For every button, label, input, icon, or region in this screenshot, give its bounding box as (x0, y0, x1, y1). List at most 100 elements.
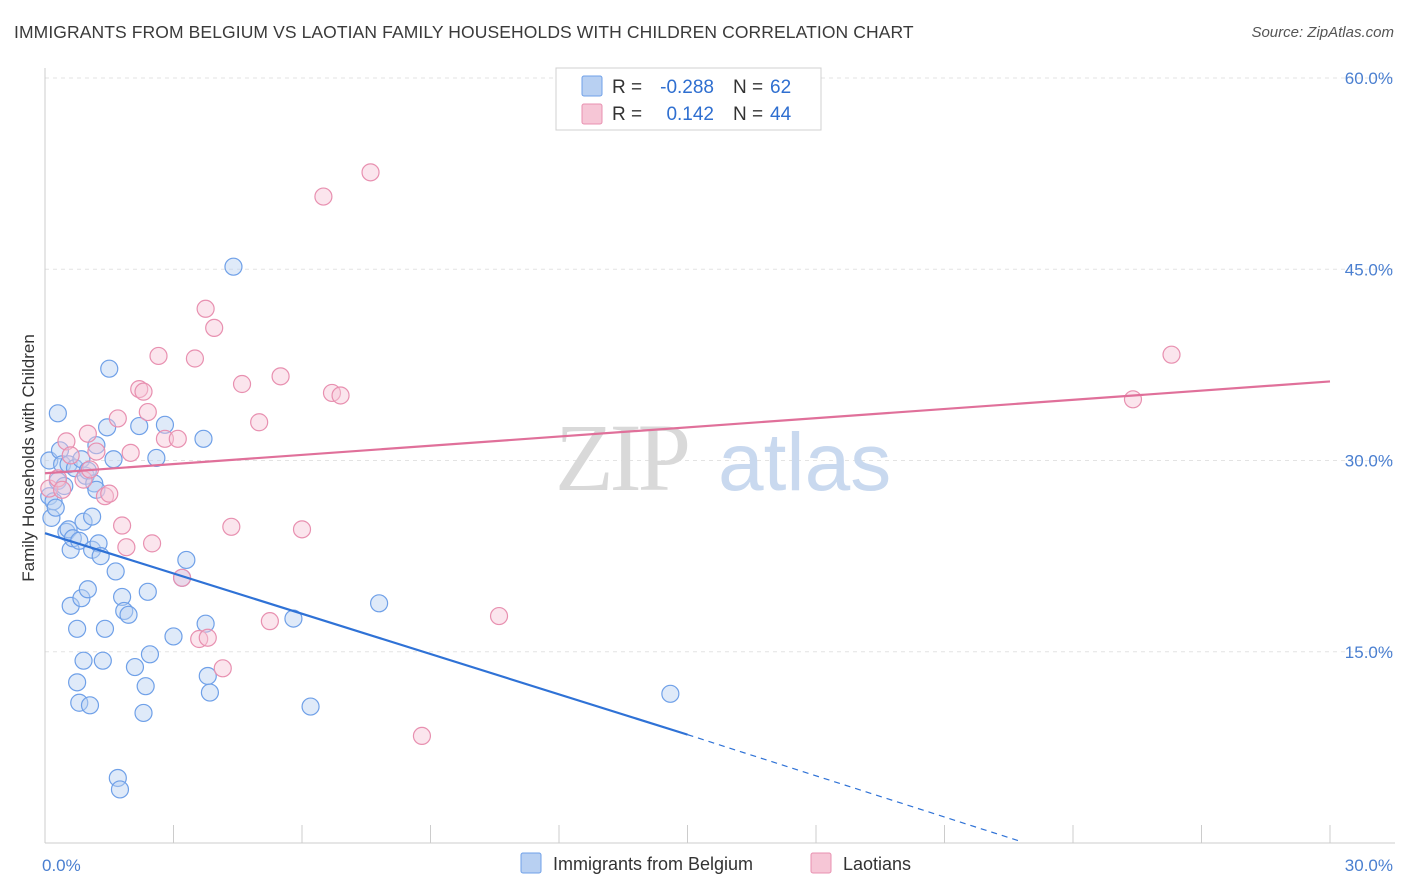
data-points (40, 163, 1181, 799)
point-belgium (112, 587, 132, 607)
y-tick-label: 15.0% (1345, 643, 1393, 662)
legend-bottom-label-belgium: Immigrants from Belgium (553, 854, 753, 874)
point-belgium (301, 697, 320, 716)
y-axis-label: Family Households with Children (19, 334, 38, 582)
watermark-atlas: atlas (718, 417, 891, 508)
point-belgium (155, 415, 175, 434)
legend-swatch-belgium (581, 75, 603, 97)
trend-line-belgium (44, 532, 688, 736)
point-belgium (196, 614, 215, 633)
point-laotians (112, 516, 132, 535)
point-belgium (138, 582, 157, 601)
point-belgium (74, 651, 93, 670)
axes (44, 68, 1395, 844)
point-laotians (149, 346, 168, 366)
point-belgium (74, 512, 93, 531)
point-belgium (50, 441, 70, 460)
point-laotians (412, 726, 432, 746)
legend-n-label-laotians: N = (733, 104, 763, 125)
point-belgium (110, 780, 130, 799)
point-belgium (70, 693, 89, 712)
legend-r-label-laotians: R = (612, 104, 642, 125)
trend-lines (44, 380, 1331, 843)
watermark: ZIP atlas (555, 404, 891, 511)
point-laotians (292, 520, 312, 539)
point-laotians (314, 187, 333, 206)
point-belgium (68, 619, 87, 638)
point-laotians (142, 534, 162, 553)
point-belgium (95, 619, 115, 638)
legend-series: Immigrants from Belgium Laotians (520, 852, 911, 874)
point-belgium (164, 627, 183, 646)
point-laotians (117, 538, 136, 557)
point-laotians (138, 402, 157, 422)
point-belgium (83, 507, 102, 526)
point-laotians (108, 409, 127, 428)
point-laotians (61, 446, 80, 465)
point-belgium (68, 673, 87, 692)
point-laotians (48, 469, 67, 488)
legend-bottom-label-laotians: Laotians (843, 854, 911, 874)
point-laotians (155, 429, 175, 448)
point-laotians (213, 659, 232, 678)
point-laotians (205, 318, 224, 337)
point-belgium (134, 703, 153, 723)
point-laotians (250, 413, 269, 432)
trend-line-laotians (44, 380, 1331, 475)
point-belgium (130, 416, 149, 436)
point-laotians (222, 517, 241, 536)
point-belgium (78, 580, 97, 599)
point-belgium (147, 448, 166, 468)
legend-stats: R = -0.288 N = 62 R = 0.142 N = 44 (555, 67, 822, 131)
x-tick-label: 0.0% (42, 856, 81, 875)
point-belgium (100, 359, 119, 378)
point-belgium (119, 605, 138, 624)
chart-source: Source: ZipAtlas.com (1251, 24, 1394, 41)
point-belgium (93, 651, 112, 670)
point-laotians (260, 612, 279, 631)
point-belgium (48, 404, 67, 423)
point-belgium (140, 645, 160, 664)
point-laotians (489, 606, 509, 626)
point-belgium (104, 450, 123, 469)
point-laotians (196, 299, 215, 318)
watermark-zip: ZIP (555, 404, 688, 511)
point-laotians (271, 367, 290, 386)
legend-n-value-laotians: 44 (770, 104, 792, 125)
point-laotians (185, 349, 205, 368)
point-laotians (1123, 390, 1143, 409)
x-tick-label: 30.0% (1345, 856, 1393, 875)
trend-line-belgium-extension (687, 734, 1022, 843)
gridlines (45, 77, 1395, 653)
legend-n-label-belgium: N = (733, 77, 763, 98)
legend-r-label-belgium: R = (612, 77, 642, 98)
point-belgium (661, 684, 680, 703)
point-laotians (168, 429, 187, 448)
point-belgium (224, 257, 243, 276)
tick-labels: 15.0% 30.0% 45.0% 60.0% 0.0% 30.0% (42, 69, 1393, 875)
point-laotians (121, 443, 140, 462)
point-laotians (100, 484, 119, 503)
point-belgium (177, 550, 196, 570)
legend-n-value-belgium: 62 (770, 77, 791, 98)
point-laotians (361, 163, 380, 182)
point-belgium (136, 677, 155, 696)
point-belgium (370, 594, 389, 613)
point-laotians (198, 628, 217, 647)
point-belgium (72, 589, 91, 608)
point-laotians (53, 480, 72, 499)
point-laotians (78, 424, 97, 443)
point-laotians (87, 442, 106, 461)
point-laotians (1162, 345, 1181, 364)
point-laotians (232, 374, 252, 394)
chart-title: IMMIGRANTS FROM BELGIUM VS LAOTIAN FAMIL… (14, 22, 914, 42)
point-belgium (198, 666, 217, 686)
point-belgium (46, 498, 65, 517)
point-belgium (125, 657, 145, 677)
point-belgium (59, 520, 78, 539)
point-laotians (57, 432, 76, 451)
y-tick-label: 30.0% (1345, 452, 1393, 471)
y-tick-label: 45.0% (1345, 260, 1393, 279)
legend-bottom-swatch-laotians (810, 852, 832, 874)
